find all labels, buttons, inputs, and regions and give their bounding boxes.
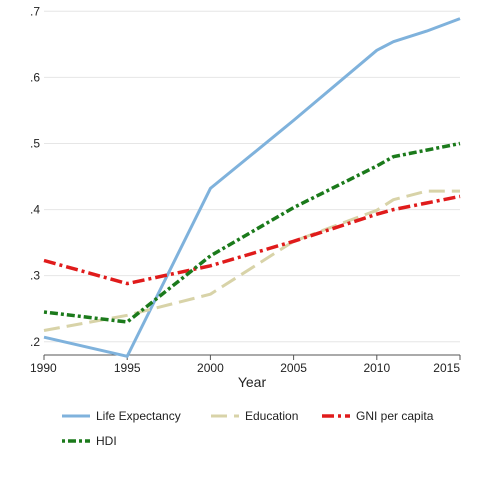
y-tick-label: .7 [30, 4, 40, 18]
series-line-education [43, 189, 460, 332]
legend-label: Life Expectancy [96, 409, 181, 423]
x-tick-label: 1995 [114, 361, 141, 375]
y-tick-label: .6 [30, 70, 40, 84]
grid-layer [44, 10, 460, 343]
legend-label: GNI per capita [356, 409, 434, 423]
x-tick-label: 2005 [280, 361, 307, 375]
axis-layer [43, 354, 461, 360]
legend-label: HDI [96, 434, 117, 448]
y-tick-label: .3 [30, 269, 40, 283]
y-tick-label: .5 [30, 136, 40, 150]
x-tick-label: 2015 [433, 361, 460, 375]
series-layer [43, 17, 461, 358]
y-tick-label: .4 [30, 203, 40, 217]
legend-label: Education [245, 409, 298, 423]
x-tick-label: 2000 [197, 361, 224, 375]
series-line-gni-per-capita [43, 194, 461, 286]
x-axis-title: Year [238, 374, 267, 390]
y-tick-label: .2 [30, 335, 40, 349]
x-tick-label: 1990 [30, 361, 57, 375]
x-tick-label: 2010 [363, 361, 390, 375]
series-line-hdi [43, 141, 461, 324]
series-line-life-expectancy [43, 17, 461, 358]
label-layer: .2 .3 .4 .5 .6 .7 1990 1995 2000 2005 2010 2015 [30, 4, 460, 375]
legend: Life Expectancy Education GNI per capita HD… [62, 409, 434, 448]
